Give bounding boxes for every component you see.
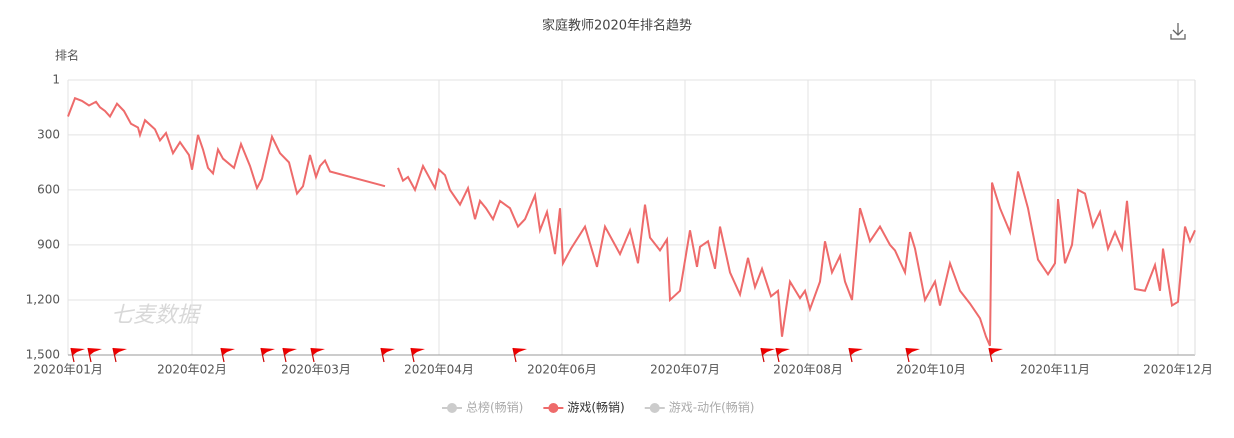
legend-label: 总榜(畅销) — [466, 400, 523, 415]
flag-cloth — [71, 348, 85, 355]
x-tick-label: 2020年04月 — [404, 363, 474, 377]
event-flag[interactable] — [905, 347, 920, 363]
flag-pole — [988, 347, 993, 363]
series-line — [67, 96, 1196, 347]
flag-cloth — [311, 348, 325, 355]
event-flag[interactable] — [380, 347, 395, 363]
event-flag[interactable] — [70, 347, 85, 363]
legend-label: 游戏(畅销) — [567, 401, 624, 415]
legend-item[interactable]: 总榜(畅销) — [442, 400, 523, 415]
flag-pole — [380, 347, 385, 363]
legend-marker — [548, 403, 559, 413]
x-tick-label: 2020年03月 — [281, 363, 351, 377]
flag-pole — [220, 347, 225, 363]
flag-pole — [905, 347, 910, 363]
x-tick-label: 2020年11月 — [1020, 363, 1090, 377]
flag-pole — [775, 347, 780, 363]
legend-marker — [447, 403, 457, 413]
y-tick-label: 1,200 — [26, 292, 60, 306]
download-icon[interactable] — [1170, 23, 1186, 40]
event-flag[interactable] — [282, 347, 297, 363]
event-flag[interactable] — [87, 347, 102, 363]
event-flag[interactable] — [112, 347, 127, 363]
x-tick-label: 2020年10月 — [896, 363, 966, 377]
flag-pole — [512, 347, 517, 363]
flag-cloth — [776, 348, 790, 355]
flag-cloth — [283, 348, 297, 355]
flag-pole — [87, 347, 92, 363]
event-flag[interactable] — [848, 347, 863, 363]
y-tick-label: 300 — [37, 127, 60, 141]
flag-pole — [760, 347, 765, 363]
y-tick-label: 1 — [52, 73, 60, 87]
flag-cloth — [88, 348, 102, 355]
flag-cloth — [221, 348, 235, 355]
x-tick-label: 2020年01月 — [33, 363, 103, 377]
event-flag[interactable] — [410, 347, 425, 363]
x-tick-label: 2020年08月 — [773, 363, 843, 377]
y-tick-label: 600 — [37, 182, 60, 196]
flag-pole — [282, 347, 287, 363]
flag-pole — [410, 347, 415, 363]
flag-cloth — [761, 348, 775, 355]
legend-item[interactable]: 游戏(畅销) — [543, 401, 625, 415]
legend-marker — [649, 403, 660, 413]
x-tick-label: 2020年02月 — [157, 363, 227, 377]
y-tick-label: 900 — [37, 237, 60, 251]
flag-pole — [848, 347, 853, 363]
legend-item[interactable]: 游戏-动作(畅销) — [644, 401, 755, 415]
event-flag[interactable] — [260, 347, 275, 363]
event-flag[interactable] — [988, 347, 1003, 363]
flag-cloth — [513, 348, 527, 355]
flag-pole — [70, 347, 75, 363]
chart-title: 家庭教师2020年排名趋势 — [542, 18, 692, 34]
watermark: 七麦数据 — [111, 303, 202, 328]
event-flag[interactable] — [310, 347, 325, 363]
event-flag[interactable] — [775, 347, 790, 363]
event-flag[interactable] — [512, 347, 527, 363]
x-tick-label: 2020年06月 — [527, 363, 597, 377]
y-axis-label: 排名 — [55, 48, 79, 63]
x-tick-label: 2020年12月 — [1143, 363, 1213, 377]
flag-pole — [310, 347, 315, 363]
flag-cloth — [381, 348, 395, 355]
flag-cloth — [261, 348, 275, 355]
y-tick-label: 1,500 — [26, 348, 60, 362]
flag-pole — [260, 347, 265, 363]
flag-cloth — [849, 348, 863, 355]
flag-cloth — [989, 348, 1003, 355]
flag-cloth — [411, 348, 425, 355]
legend-label: 游戏-动作(畅销) — [669, 401, 755, 415]
x-tick-label: 2020年07月 — [650, 363, 720, 377]
event-flag[interactable] — [220, 347, 235, 363]
flag-pole — [112, 347, 117, 363]
event-flag[interactable] — [760, 347, 775, 363]
flag-cloth — [113, 348, 127, 355]
flag-cloth — [906, 348, 920, 355]
